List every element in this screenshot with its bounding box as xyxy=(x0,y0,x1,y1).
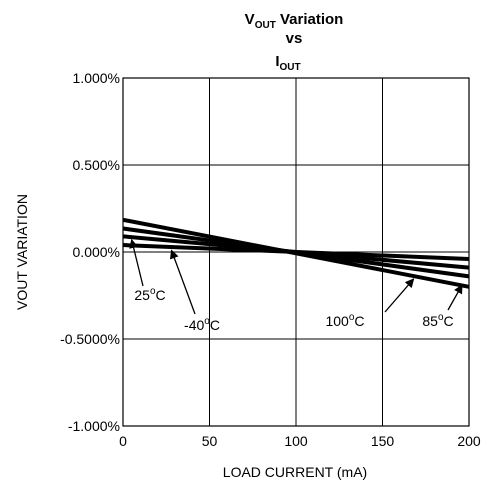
annotation-label-2: 100oC xyxy=(325,312,364,329)
annotation-label-0: 25oC xyxy=(134,286,165,303)
title-line1-main: V xyxy=(245,11,255,28)
annotation-label-3: 85oC xyxy=(422,312,453,329)
svg-text:VOUT Variation: VOUT Variation xyxy=(245,11,344,31)
x-tick-label: 0 xyxy=(119,433,127,449)
x-tick-label: 50 xyxy=(202,433,218,449)
annotation-arrow-3 xyxy=(447,284,463,311)
chart-title: VOUT Variation vs IOUT xyxy=(245,11,344,73)
x-axis-ticks: 0 50 100 150 200 xyxy=(119,433,481,449)
annotation-arrow-1 xyxy=(170,249,196,315)
y-tick-label: 0.000% xyxy=(73,244,120,260)
y-axis-label: VOUT VARIATION xyxy=(14,194,30,310)
annotation-arrow-0 xyxy=(129,238,144,287)
title-line3-main: I xyxy=(275,53,279,70)
x-axis-label: LOAD CURRENT (mA) xyxy=(223,464,367,480)
chart-grid xyxy=(123,78,469,426)
y-tick-label: -1.000% xyxy=(68,418,120,434)
curve-annotations: 25oC -40oC 100oC 85oC xyxy=(129,238,463,333)
title-line2: vs xyxy=(286,30,303,47)
y-tick-label: 0.500% xyxy=(73,157,120,173)
data-series xyxy=(122,217,470,289)
title-line1-rest: Variation xyxy=(276,11,344,28)
y-tick-label: 1.000% xyxy=(73,70,120,86)
x-tick-label: 150 xyxy=(371,433,395,449)
series-line-3 xyxy=(122,243,470,261)
title-line1-sub: OUT xyxy=(255,20,276,31)
y-tick-label: -0.5000% xyxy=(60,331,120,347)
y-axis-ticks: 1.000% 0.500% 0.000% -0.5000% -1.000% xyxy=(60,70,120,434)
plot-area-frame xyxy=(122,77,470,427)
x-tick-label: 100 xyxy=(284,433,308,449)
title-line3-sub: OUT xyxy=(280,62,301,73)
x-tick-label: 200 xyxy=(457,433,481,449)
annotation-label-1: -40oC xyxy=(184,316,220,333)
annotation-arrow-2 xyxy=(384,278,415,313)
svg-text:IOUT: IOUT xyxy=(275,53,300,73)
